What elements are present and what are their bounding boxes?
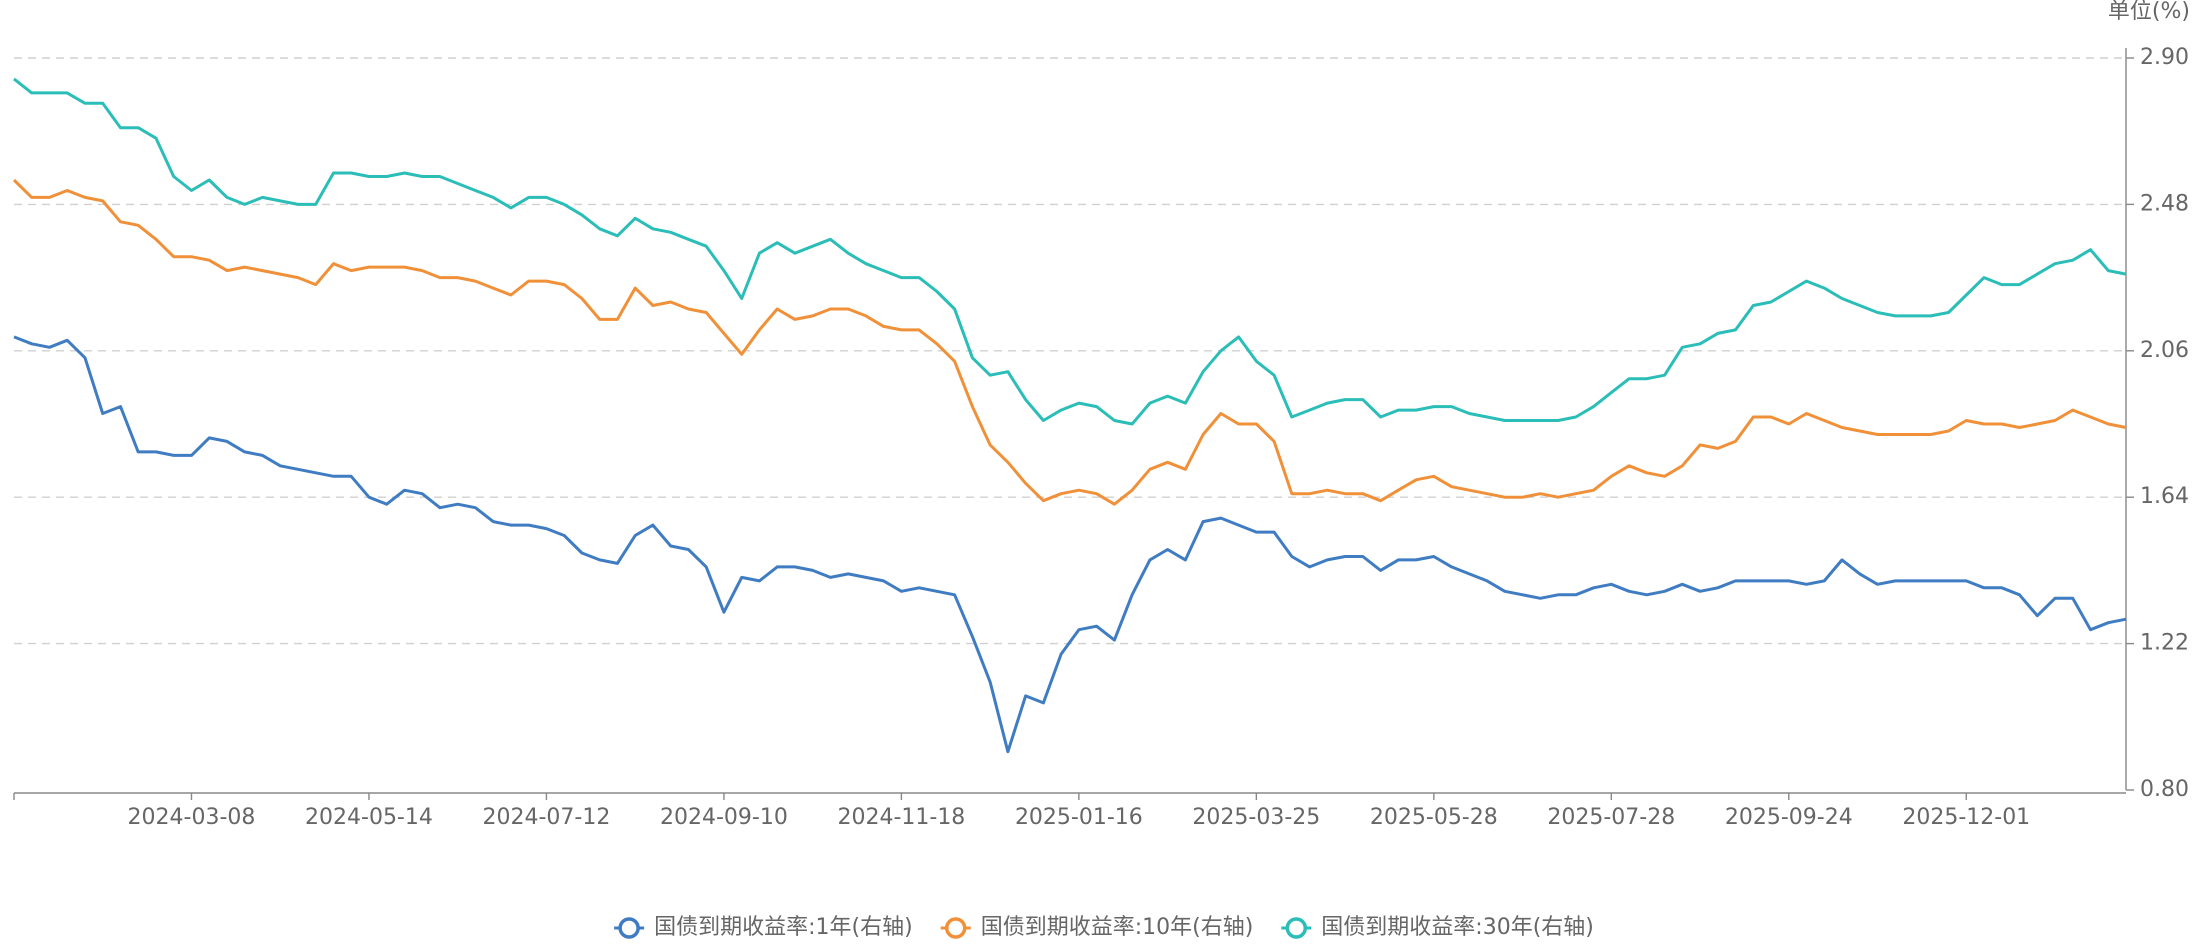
legend-marker	[1285, 917, 1308, 939]
x-tick-label: 2025-01-16	[1015, 805, 1143, 830]
x-tick-label: 2024-05-14	[305, 805, 433, 830]
x-tick-label: 2024-03-08	[128, 805, 256, 830]
y-tick-label: 2.06	[2140, 338, 2189, 363]
y-tick-label: 1.22	[2140, 631, 2189, 656]
legend-label: 国债到期收益率:1年(右轴)	[654, 915, 913, 940]
x-tick-label: 2025-09-24	[1725, 805, 1853, 830]
y-axis-unit: 单位(%)	[2108, 0, 2190, 24]
x-tick-label: 2024-09-10	[660, 805, 788, 830]
x-tick-label: 2025-03-25	[1192, 805, 1320, 830]
x-tick-label: 2025-12-01	[1902, 805, 2030, 830]
y-tick-label: 0.80	[2140, 777, 2189, 802]
y-tick-label: 2.48	[2140, 191, 2189, 216]
legend: 国债到期收益率:1年(右轴) 国债到期收益率:10年(右轴) 国债到期收益率:30年…	[614, 915, 1594, 940]
line-series	[13, 335, 2127, 754]
y-tick-label: 1.64	[2140, 484, 2189, 509]
x-tick-label: 2024-11-18	[837, 805, 965, 830]
legend-label: 国债到期收益率:10年(右轴)	[981, 915, 1254, 940]
legend-marker	[618, 917, 640, 939]
y-tick-label: 2.90	[2140, 45, 2189, 70]
x-tick-label: 2025-05-28	[1370, 805, 1498, 830]
legend-item: 国债到期收益率:1年(右轴)	[614, 915, 913, 940]
legend-label: 国债到期收益率:30年(右轴)	[1321, 915, 1594, 940]
legend-item: 国债到期收益率:10年(右轴)	[940, 915, 1254, 940]
legend-item: 国债到期收益率:30年(右轴)	[1281, 915, 1594, 940]
legend-marker	[944, 917, 967, 939]
x-tick-label: 2025-07-28	[1547, 805, 1675, 830]
x-tick-label: 2024-07-12	[483, 805, 611, 830]
line-series	[13, 77, 2127, 426]
line-series	[12, 178, 2127, 506]
